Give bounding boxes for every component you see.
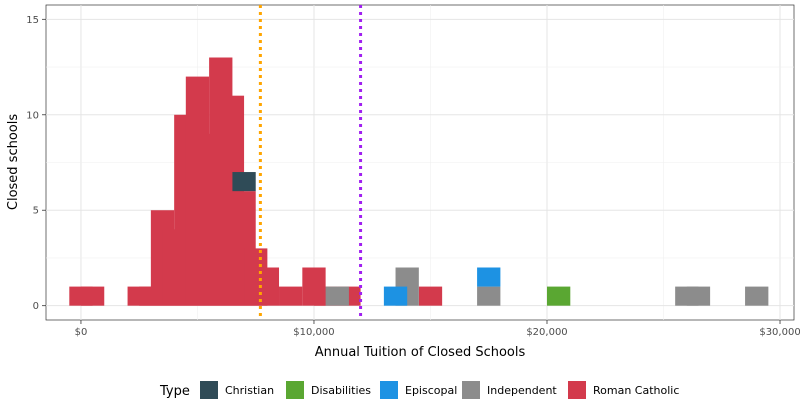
legend-key-episcopal (380, 381, 398, 399)
legend-key-christian (200, 381, 218, 399)
bar-independent (325, 286, 349, 306)
y-tick-label: 5 (33, 206, 39, 217)
bar-independent (477, 286, 501, 306)
axes: $0 $10,000 $20,000 $30,000 0 5 10 15 (26, 15, 800, 338)
legend-label: Episcopal (405, 384, 457, 397)
x-tick-label: $0 (75, 327, 88, 338)
histogram-bars (69, 57, 769, 306)
bar-roman-catholic (279, 286, 303, 306)
y-tick-label: 10 (26, 110, 39, 121)
bar-christian (232, 172, 256, 192)
bar-independent (745, 286, 769, 306)
legend-key-disabilities (286, 381, 304, 399)
y-tick-label: 15 (26, 15, 39, 26)
legend-label: Independent (487, 384, 557, 397)
x-axis-title: Annual Tuition of Closed Schools (315, 345, 526, 360)
x-tick-label: $30,000 (759, 327, 800, 338)
x-tick-label: $10,000 (293, 327, 334, 338)
legend: Type Christian Disabilities Episcopal Indepe… (159, 381, 679, 399)
legend-label: Roman Catholic (593, 384, 679, 397)
legend-key-independent (462, 381, 480, 399)
bar-episcopal (477, 267, 501, 287)
bar-roman-catholic (255, 267, 280, 306)
y-tick-label: 0 (33, 301, 39, 312)
bar-independent (686, 286, 711, 306)
bar-episcopal (383, 286, 408, 306)
legend-key-roman-catholic (568, 381, 586, 399)
bar-disabilities (546, 286, 571, 306)
legend-label: Disabilities (311, 384, 371, 397)
bar-roman-catholic (80, 286, 105, 306)
x-tick-label: $20,000 (526, 327, 567, 338)
legend-label: Christian (225, 384, 274, 397)
bar-roman-catholic (418, 286, 443, 306)
legend-title: Type (159, 384, 190, 399)
y-axis-title: Closed schools (6, 114, 21, 210)
